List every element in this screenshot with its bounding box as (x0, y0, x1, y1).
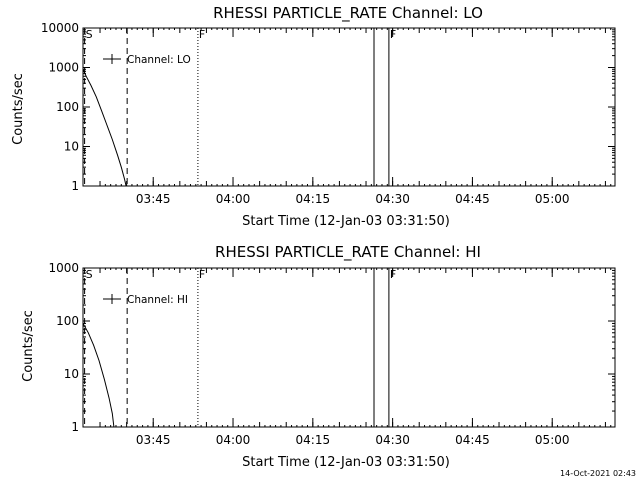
event-marker-label: F (390, 28, 396, 41)
event-marker-label: F (390, 268, 396, 281)
y-tick-label: 1 (71, 179, 79, 193)
x-tick-label: 03:45 (136, 192, 171, 206)
y-tick-label: 1000 (48, 61, 79, 75)
y-tick-label: 10000 (41, 21, 79, 35)
footer-timestamp: 14-Oct-2021 02:43 (560, 469, 636, 478)
series-line (83, 69, 127, 186)
y-axis-label: Counts/sec (11, 73, 26, 145)
event-marker-label: S (86, 28, 93, 41)
plot-frame (82, 267, 616, 428)
y-axis-label: Counts/sec (21, 310, 36, 382)
y-tick-label: 1 (71, 420, 79, 434)
chart-title: RHESSI PARTICLE_RATE Channel: LO (213, 4, 483, 23)
x-tick-label: 03:45 (136, 433, 171, 447)
x-tick-label: 04:45 (455, 192, 490, 206)
series-line (83, 323, 115, 427)
chart-title: RHESSI PARTICLE_RATE Channel: HI (215, 243, 481, 262)
panel-lo: RHESSI PARTICLE_RATE Channel: LO Counts/… (11, 4, 616, 229)
x-tick-label: 04:00 (216, 192, 251, 206)
x-tick-label: 04:45 (455, 433, 490, 447)
x-tick-label: 05:00 (535, 192, 570, 206)
x-tick-label: 05:00 (535, 433, 570, 447)
x-axis-label: Start Time (12-Jan-03 03:31:50) (242, 455, 450, 470)
x-tick-label: 04:30 (375, 433, 410, 447)
y-tick-label: 10 (64, 140, 79, 154)
x-tick-label: 04:15 (296, 433, 331, 447)
event-marker-label: F (199, 28, 205, 41)
x-axis-label: Start Time (12-Jan-03 03:31:50) (242, 214, 450, 229)
y-tick-label: 1000 (48, 261, 79, 275)
y-tick-label: 100 (56, 100, 79, 114)
x-tick-label: 04:00 (216, 433, 251, 447)
y-tick-label: 100 (56, 314, 79, 328)
y-tick-label: 10 (64, 367, 79, 381)
event-marker-label: F (199, 268, 205, 281)
x-tick-label: 04:15 (296, 192, 331, 206)
panel-hi: RHESSI PARTICLE_RATE Channel: HI Counts/… (21, 243, 616, 470)
legend-label: Channel: LO (127, 54, 191, 66)
x-tick-label: 04:30 (375, 192, 410, 206)
legend-label: Channel: HI (127, 294, 188, 306)
event-marker-label: S (86, 268, 93, 281)
